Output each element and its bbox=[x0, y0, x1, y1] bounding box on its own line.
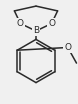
Text: O: O bbox=[17, 19, 24, 28]
Text: B: B bbox=[33, 27, 39, 35]
Text: O: O bbox=[48, 19, 55, 28]
Text: O: O bbox=[64, 43, 71, 52]
